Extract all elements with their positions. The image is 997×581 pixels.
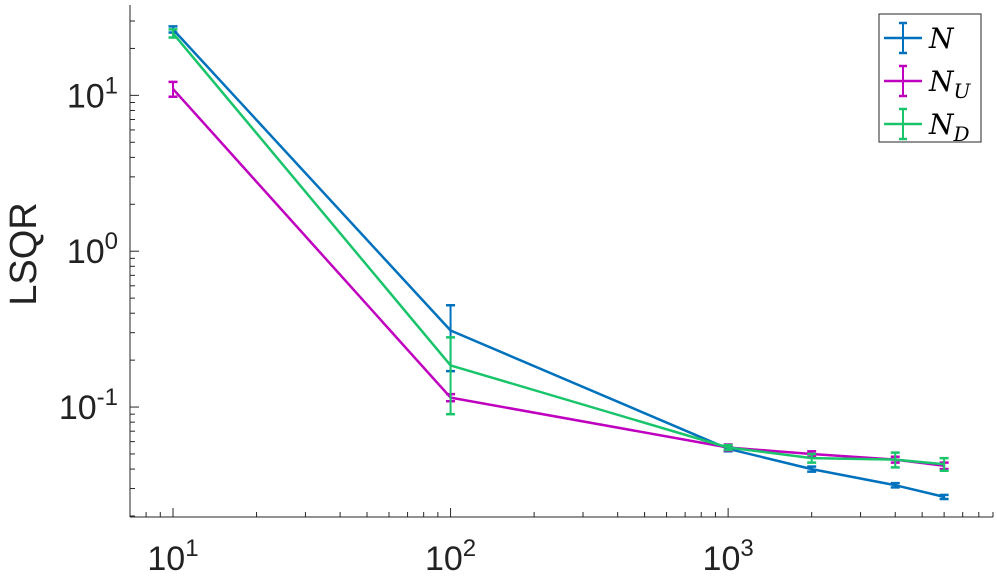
- legend-label: ND: [928, 108, 970, 146]
- y-tick-label: 10-1: [59, 384, 118, 427]
- x-tick-label: 103: [703, 535, 754, 578]
- series-line: [172, 32, 945, 466]
- series-layer: [168, 25, 949, 501]
- legend-label: N: [928, 22, 955, 55]
- series-line: [172, 88, 945, 468]
- error-bar: [890, 481, 900, 489]
- legend-label: NU: [928, 65, 972, 103]
- x-tick-label: 102: [425, 535, 476, 578]
- legend-item-1: N: [884, 21, 955, 55]
- error-bar: [723, 443, 733, 452]
- error-bar: [807, 452, 817, 464]
- y-ticks: 10-1 100 101: [59, 20, 139, 517]
- series-2: [168, 80, 949, 471]
- legend: N NU ND: [878, 13, 982, 146]
- x-tick-label: 101: [147, 535, 198, 578]
- y-tick-label: 100: [67, 228, 118, 271]
- error-bar: [939, 493, 949, 501]
- legend-box: [878, 13, 982, 143]
- series-1: [168, 25, 949, 501]
- error-bar: [168, 28, 178, 39]
- y-axis-label: LSQR: [3, 202, 45, 305]
- error-bar: [890, 451, 900, 469]
- error-bar: [168, 80, 178, 98]
- y-tick-label: 101: [67, 72, 118, 115]
- legend-item-2: NU: [884, 64, 972, 103]
- error-bar: [939, 456, 949, 473]
- axes: 101 102 103 10-1 100 101 LSQR: [3, 5, 994, 578]
- legend-item-3: ND: [884, 107, 970, 146]
- series-3: [168, 28, 949, 473]
- x-ticks: 101 102 103: [129, 508, 994, 578]
- error-bar: [807, 465, 817, 473]
- series-line: [172, 28, 945, 499]
- error-bar: [446, 336, 456, 416]
